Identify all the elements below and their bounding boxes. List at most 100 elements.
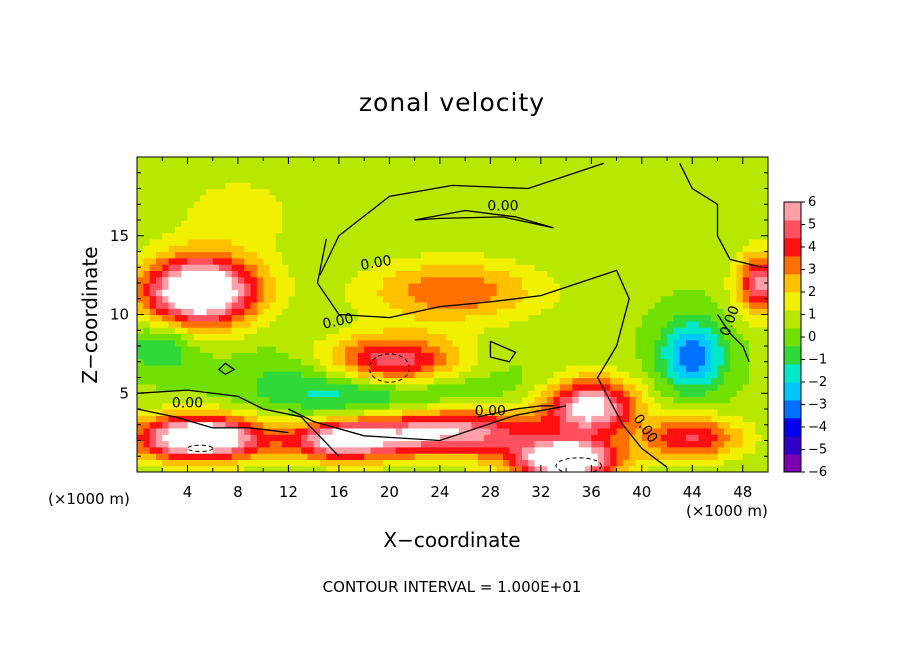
field-cell xyxy=(521,427,529,435)
field-cell xyxy=(692,383,700,391)
field-cell xyxy=(155,301,163,309)
field-cell xyxy=(667,440,674,448)
field-cell xyxy=(698,339,706,347)
field-cell xyxy=(408,327,416,334)
field-cell xyxy=(338,238,346,246)
field-cell xyxy=(307,245,315,253)
field-cell xyxy=(376,157,384,164)
field-cell xyxy=(383,339,390,347)
field-cell xyxy=(717,390,725,397)
field-cell xyxy=(168,465,176,472)
field-cell xyxy=(250,402,258,410)
field-cell xyxy=(654,327,662,334)
field-cell xyxy=(383,390,390,397)
field-cell xyxy=(244,364,252,372)
field-cell xyxy=(553,383,561,391)
field-cell xyxy=(730,308,738,316)
field-cell xyxy=(723,415,731,423)
field-cell xyxy=(181,232,189,240)
field-cell xyxy=(137,440,144,448)
field-cell xyxy=(471,194,479,202)
field-cell xyxy=(433,402,441,410)
field-cell xyxy=(458,377,466,385)
field-cell xyxy=(553,459,561,467)
field-cell xyxy=(452,465,460,472)
field-cell xyxy=(591,175,599,183)
field-cell xyxy=(269,453,277,460)
field-cell xyxy=(446,264,454,271)
field-cell xyxy=(553,182,561,190)
field-cell xyxy=(231,301,239,309)
field-cell xyxy=(749,327,756,334)
field-cell xyxy=(288,157,296,164)
field-cell xyxy=(502,371,510,379)
field-cell xyxy=(326,213,334,221)
field-cell xyxy=(742,327,750,334)
field-cell xyxy=(755,358,763,366)
field-cell xyxy=(187,364,195,372)
field-cell xyxy=(263,226,271,234)
field-cell xyxy=(389,390,397,397)
field-cell xyxy=(484,226,491,234)
field-cell xyxy=(490,245,498,253)
field-cell xyxy=(477,295,485,303)
field-cell xyxy=(679,339,687,347)
field-cell xyxy=(313,371,321,379)
field-cell xyxy=(635,238,643,246)
field-cell xyxy=(427,371,435,379)
field-cell xyxy=(566,333,573,341)
field-cell xyxy=(345,346,353,353)
field-cell xyxy=(547,453,555,460)
field-cell xyxy=(502,220,510,227)
field-cell xyxy=(149,201,157,208)
field-cell xyxy=(566,409,573,416)
field-cell xyxy=(282,188,290,196)
field-cell xyxy=(534,415,542,423)
field-cell xyxy=(313,377,321,385)
field-cell xyxy=(572,339,580,347)
field-cell xyxy=(219,157,226,164)
field-cell xyxy=(761,276,768,284)
field-cell xyxy=(439,157,447,164)
field-cell xyxy=(540,352,548,360)
field-cell xyxy=(237,409,245,416)
field-cell xyxy=(471,245,479,253)
field-cell xyxy=(383,358,390,366)
field-cell xyxy=(742,169,750,177)
field-cell xyxy=(364,226,372,234)
field-cell xyxy=(755,440,763,448)
field-cell xyxy=(149,289,157,297)
field-cell xyxy=(345,402,353,410)
field-cell xyxy=(338,446,346,454)
field-cell xyxy=(717,453,725,460)
field-cell xyxy=(162,169,170,177)
field-cell xyxy=(534,434,542,442)
field-cell xyxy=(641,283,649,290)
field-cell xyxy=(193,201,201,208)
field-cell xyxy=(755,169,763,177)
field-cell xyxy=(244,257,252,265)
field-cell xyxy=(585,201,592,208)
field-cell xyxy=(345,339,353,347)
field-cell xyxy=(610,283,618,290)
field-cell xyxy=(673,320,681,328)
field-cell xyxy=(723,352,731,360)
field-cell xyxy=(496,245,504,253)
field-cell xyxy=(389,182,397,190)
field-cell xyxy=(698,352,706,360)
field-cell xyxy=(559,182,567,190)
field-cell xyxy=(585,238,592,246)
field-cell xyxy=(452,276,460,284)
field-cell xyxy=(282,320,290,328)
field-cell xyxy=(288,301,296,309)
field-cell xyxy=(528,358,536,366)
field-cell xyxy=(559,169,567,177)
field-cell xyxy=(414,201,422,208)
field-cell xyxy=(237,427,245,435)
field-cell xyxy=(219,201,226,208)
field-cell xyxy=(566,421,573,429)
field-cell xyxy=(717,415,725,423)
field-cell xyxy=(622,182,630,190)
field-cell xyxy=(351,327,359,334)
field-cell xyxy=(155,182,163,190)
